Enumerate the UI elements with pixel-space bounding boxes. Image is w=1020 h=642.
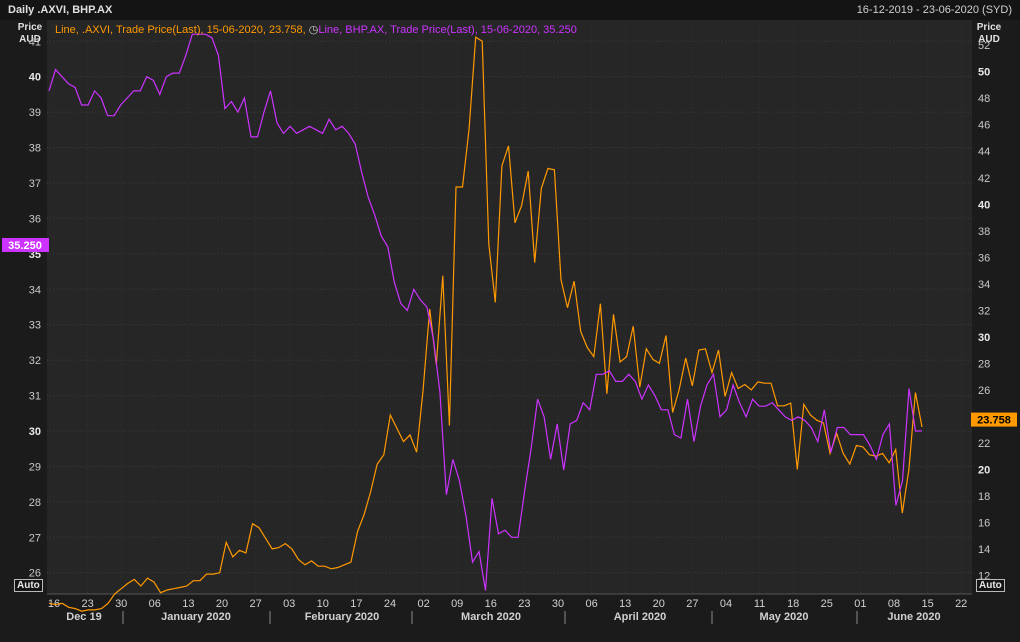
month-label: March 2020	[461, 611, 521, 623]
x-tick-label: 20	[216, 598, 228, 610]
month-label: June 2020	[887, 611, 940, 623]
last-value-text-axvi: 23.758	[977, 415, 1011, 427]
left-tick-label: 27	[29, 532, 41, 544]
x-tick-label: 16	[485, 598, 497, 610]
left-tick-label: 31	[29, 391, 41, 403]
auto-scale-left-button[interactable]: Auto	[14, 579, 43, 592]
x-tick-label: 06	[585, 598, 597, 610]
left-tick-label: 41	[29, 36, 41, 48]
x-tick-label: 17	[350, 598, 362, 610]
left-axis-label: Price AUD	[17, 22, 43, 45]
x-tick-label: 13	[182, 598, 194, 610]
auto-scale-right-button[interactable]: Auto	[976, 579, 1005, 592]
x-tick-label: 30	[115, 598, 127, 610]
x-tick-label: 09	[451, 598, 463, 610]
x-tick-label: 11	[754, 598, 765, 610]
x-tick-label: 08	[888, 598, 900, 610]
right-tick-label: 34	[978, 279, 990, 291]
x-tick-label: 03	[283, 598, 295, 610]
chart-title: Daily .AXVI, BHP.AX	[8, 4, 113, 16]
month-label: February 2020	[305, 611, 380, 623]
right-tick-label: 14	[978, 544, 990, 556]
left-tick-label: 34	[29, 284, 41, 296]
x-tick-label: 10	[317, 598, 329, 610]
x-tick-label: 18	[787, 598, 799, 610]
left-tick-label: 38	[29, 143, 41, 155]
last-value-badge-axvi	[971, 412, 1017, 427]
legend-series-axvi: Line, .AXVI, Trade Price(Last), 15-06-20…	[55, 24, 306, 36]
x-tick-label: 27	[249, 598, 261, 610]
plot-area	[47, 20, 972, 594]
legend-series-bhp: Line, BHP.AX, Trade Price(Last), 15-06-2…	[318, 24, 577, 36]
right-tick-label: 18	[978, 491, 990, 503]
right-tick-label: 52	[978, 40, 990, 52]
x-tick-label: 15	[921, 598, 933, 610]
right-tick-label: 48	[978, 93, 990, 105]
right-tick-label: 42	[978, 173, 990, 185]
month-label: January 2020	[161, 611, 231, 623]
clock-icon: ◷	[308, 24, 319, 36]
right-tick-label: 22	[978, 438, 990, 450]
right-tick-label: 30	[978, 332, 990, 344]
x-tick-label: 04	[720, 598, 732, 610]
right-tick-label: 26	[978, 385, 990, 397]
right-tick-label: 28	[978, 358, 990, 370]
right-tick-label: 32	[978, 305, 990, 317]
right-tick-label: 50	[978, 67, 990, 79]
x-tick-label: 20	[653, 598, 665, 610]
bhp-series-line	[48, 33, 922, 591]
last-value-badge-bhp	[2, 237, 49, 252]
left-tick-label: 30	[29, 426, 41, 438]
right-axis-label: Price AUD	[976, 22, 1002, 45]
month-label: Dec 19	[66, 611, 101, 623]
x-tick-label: 06	[149, 598, 161, 610]
right-tick-label: 38	[978, 226, 990, 238]
left-tick-label: 36	[29, 213, 41, 225]
last-value-text-bhp: 35.250	[8, 240, 42, 252]
left-tick-label: 39	[29, 107, 41, 119]
month-label: April 2020	[614, 611, 667, 623]
x-tick-label: 13	[619, 598, 631, 610]
right-tick-label: 44	[978, 146, 990, 158]
x-tick-label: 24	[384, 598, 396, 610]
right-tick-label: 36	[978, 252, 990, 264]
right-tick-label: 46	[978, 120, 990, 132]
right-tick-label: 40	[978, 199, 990, 211]
axvi-series-line	[48, 36, 923, 612]
left-tick-label: 29	[29, 461, 41, 473]
x-tick-label: 02	[417, 598, 429, 610]
left-tick-label: 28	[29, 497, 41, 509]
right-tick-label: 20	[978, 464, 990, 476]
left-tick-label: 37	[29, 178, 41, 190]
right-tick-label: 16	[978, 517, 990, 529]
left-tick-label: 26	[29, 568, 41, 580]
left-tick-label: 32	[29, 355, 41, 367]
x-tick-label: 01	[854, 598, 866, 610]
x-tick-label: 22	[955, 598, 967, 610]
left-tick-label: 40	[29, 72, 41, 84]
x-tick-label: 23	[81, 598, 93, 610]
legend: Line, .AXVI, Trade Price(Last), 15-06-20…	[55, 23, 577, 36]
month-label: May 2020	[760, 611, 809, 623]
date-range: 16-12-2019 - 23-06-2020 (SYD)	[856, 4, 1012, 16]
x-tick-label: 23	[518, 598, 530, 610]
x-tick-label: 30	[552, 598, 564, 610]
x-tick-label: 25	[821, 598, 833, 610]
title-bar: Daily .AXVI, BHP.AX 16-12-2019 - 23-06-2…	[0, 0, 1020, 20]
left-tick-label: 33	[29, 320, 41, 332]
x-tick-label: 27	[686, 598, 698, 610]
